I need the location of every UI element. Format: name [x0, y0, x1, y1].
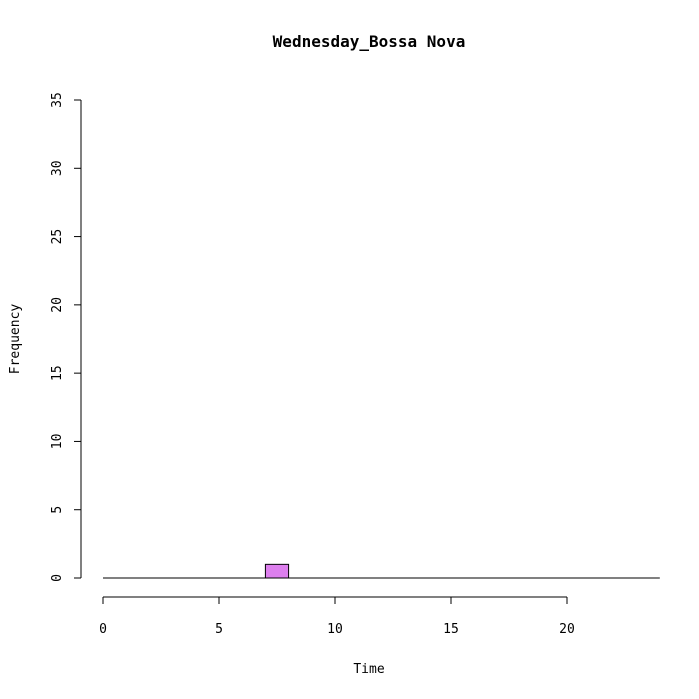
- x-axis: 0 5 10 15 20: [99, 596, 575, 637]
- y-tick-label: 15: [50, 365, 65, 381]
- y-tick-label: 0: [50, 574, 65, 582]
- y-tick-label: 35: [50, 92, 65, 108]
- chart-title: Wednesday_Bossa Nova: [273, 32, 466, 51]
- y-tick-label: 25: [50, 229, 65, 245]
- bars-group: [264, 563, 290, 579]
- y-tick-label: 5: [50, 506, 65, 514]
- histogram-bar: [264, 563, 290, 579]
- y-axis: 0 5 10 15 20 25 30 35: [50, 92, 82, 582]
- y-tick-label: 20: [50, 297, 65, 313]
- x-tick-label: 5: [215, 622, 223, 637]
- y-tick-label: 30: [50, 160, 65, 176]
- x-tick-label: 10: [327, 622, 343, 637]
- x-axis-label: Time: [353, 662, 384, 677]
- x-tick-label: 0: [99, 622, 107, 637]
- y-axis-label: Frequency: [8, 304, 23, 375]
- y-tick-label: 10: [50, 434, 65, 450]
- x-tick-label: 15: [443, 622, 459, 637]
- x-tick-label: 20: [559, 622, 575, 637]
